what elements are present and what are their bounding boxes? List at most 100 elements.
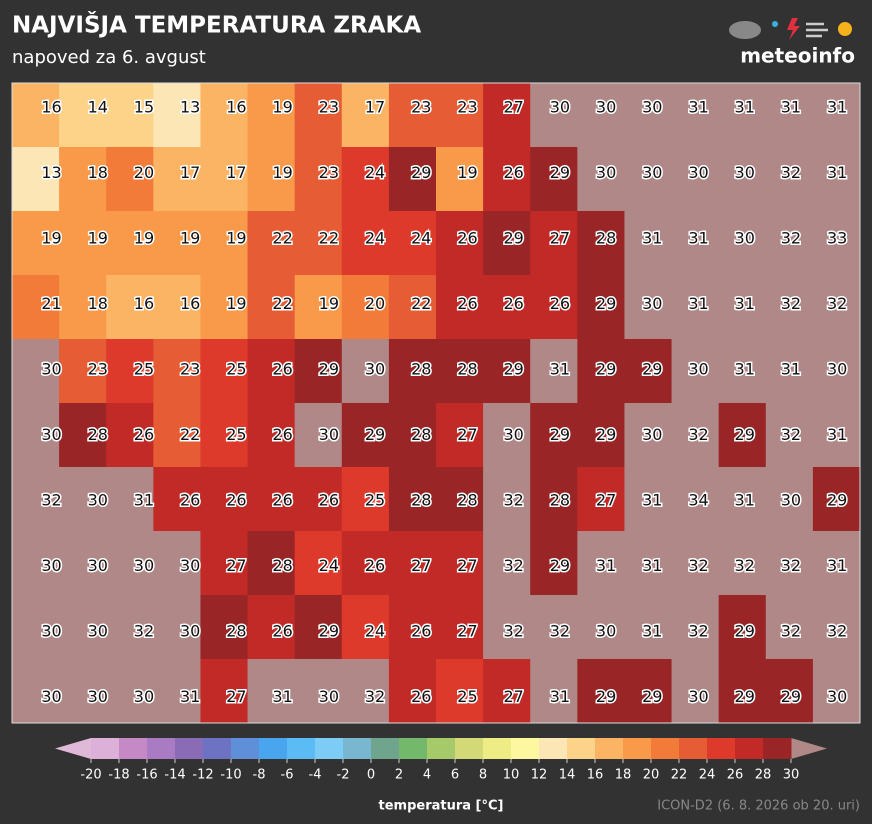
temperature-cell — [718, 147, 767, 212]
colorbar-tick-label: -18 — [108, 768, 129, 783]
temperature-label: 31 — [735, 98, 755, 117]
temperature-cell — [106, 147, 154, 212]
temperature-cell — [765, 467, 814, 532]
temperature-label: 30 — [596, 98, 616, 117]
temperature-cell — [718, 467, 767, 532]
temperature-cell — [624, 595, 673, 660]
temperature-cell — [671, 403, 720, 468]
colorbar-segment — [567, 738, 596, 759]
temperature-cell — [624, 467, 673, 532]
temperature-cell — [200, 403, 249, 468]
temperature-cell — [388, 595, 437, 660]
temperature-cell — [247, 147, 296, 212]
colorbar-segment — [175, 738, 204, 759]
temperature-cell — [812, 339, 861, 404]
temperature-cell — [577, 339, 625, 404]
temperature-label: 32 — [550, 622, 570, 641]
temperature-label: 30 — [688, 360, 708, 379]
temperature-cell — [59, 147, 107, 212]
temperature-cell — [765, 83, 814, 148]
temperature-label: 30 — [642, 98, 662, 117]
temperature-cell — [436, 83, 484, 148]
temperature-cell — [388, 275, 437, 340]
temperature-cell — [483, 595, 531, 660]
temperature-cell — [388, 339, 437, 404]
temperature-cell — [765, 595, 814, 660]
temperature-label: 33 — [827, 229, 847, 248]
temperature-label: 32 — [41, 491, 61, 510]
temperature-label: 28 — [411, 425, 431, 444]
colorbar-tick-label: 2 — [395, 768, 403, 783]
temperature-label: 29 — [642, 360, 662, 379]
temperature-label: 31 — [134, 491, 154, 510]
temperature-label: 27 — [411, 556, 431, 575]
temperature-label: 22 — [272, 294, 292, 313]
colorbar-under — [55, 738, 91, 759]
temperature-cell — [59, 83, 107, 148]
temperature-cell — [765, 659, 814, 724]
temperature-cell — [200, 339, 249, 404]
temperature-cell — [765, 531, 814, 596]
colorbar-segment — [483, 738, 512, 759]
temperature-label: 32 — [503, 622, 523, 641]
temperature-cell — [153, 467, 201, 532]
temperature-cell — [59, 467, 107, 532]
colorbar-tick-label: 22 — [671, 768, 688, 783]
temperature-cell — [247, 275, 296, 340]
temperature-label: 16 — [180, 294, 200, 313]
temperature-cell — [200, 531, 249, 596]
legend-label: temperatura [°C] — [379, 799, 504, 814]
temperature-cell — [200, 211, 249, 276]
temperature-cell — [59, 339, 107, 404]
temperature-label: 26 — [503, 294, 523, 313]
temperature-cell — [153, 403, 201, 468]
colorbar-segment — [539, 738, 568, 759]
temperature-label: 23 — [180, 360, 200, 379]
temperature-label: 25 — [457, 687, 477, 706]
temperature-cell — [12, 403, 60, 468]
temperature-label: 30 — [88, 491, 108, 510]
temperature-label: 31 — [781, 360, 801, 379]
temperature-label: 19 — [272, 98, 292, 117]
temperature-label: 13 — [180, 98, 200, 117]
temperature-label: 19 — [226, 229, 246, 248]
temperature-cell — [530, 531, 578, 596]
temperature-label: 28 — [411, 360, 431, 379]
temperature-cell — [483, 659, 531, 724]
temperature-label: 17 — [180, 163, 200, 182]
temperature-label: 29 — [596, 294, 616, 313]
temperature-cell — [671, 83, 720, 148]
temperature-label: 26 — [272, 360, 292, 379]
temperature-cell — [812, 83, 861, 148]
temperature-label: 30 — [180, 556, 200, 575]
temperature-label: 16 — [226, 98, 246, 117]
temperature-cell — [624, 659, 673, 724]
temperature-cell — [294, 211, 343, 276]
temperature-cell — [436, 147, 484, 212]
temperature-cell — [483, 275, 531, 340]
temperature-label: 26 — [180, 491, 200, 510]
temperature-label: 27 — [596, 491, 616, 510]
temperature-label: 19 — [226, 294, 246, 313]
temperature-cell — [577, 595, 625, 660]
temperature-cell — [624, 83, 673, 148]
temperature-cell — [483, 211, 531, 276]
temperature-cell — [294, 403, 343, 468]
temperature-label: 30 — [41, 556, 61, 575]
temperature-cell — [436, 211, 484, 276]
temperature-cell — [247, 531, 296, 596]
temperature-label: 27 — [550, 229, 570, 248]
temperature-cell — [812, 659, 861, 724]
temperature-cell — [812, 467, 861, 532]
map-frame — [11, 82, 861, 724]
temperature-cell — [106, 275, 154, 340]
colorbar-segment — [427, 738, 456, 759]
temperature-cell — [153, 531, 201, 596]
temperature-cell — [153, 339, 201, 404]
temperature-label: 26 — [503, 163, 523, 182]
temperature-label: 23 — [457, 98, 477, 117]
temperature-cell — [294, 659, 343, 724]
temperature-label: 29 — [319, 622, 339, 641]
temperature-label: 25 — [365, 491, 385, 510]
temperature-label: 26 — [457, 229, 477, 248]
